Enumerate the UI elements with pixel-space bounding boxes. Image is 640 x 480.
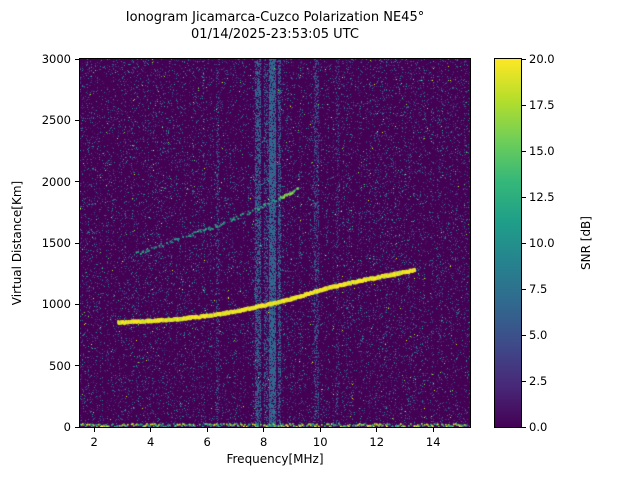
colorbar-tick-mark [522, 288, 526, 290]
y-tick-mark [75, 181, 79, 183]
y-tick-label: 2000 [41, 174, 71, 189]
y-tick-mark [75, 303, 79, 305]
x-tick-mark [319, 428, 321, 432]
colorbar-tick-label: 2.5 [529, 374, 548, 388]
colorbar-tick-mark [522, 104, 526, 106]
y-tick-label: 3000 [41, 52, 71, 66]
y-tick-mark [75, 365, 79, 367]
x-tick-label: 10 [312, 435, 328, 449]
colorbar-tick-mark [522, 58, 526, 60]
y-tick-label: 500 [49, 358, 71, 373]
y-tick-label: 0 [63, 420, 71, 434]
x-tick-mark [263, 428, 265, 432]
chart-title-line1: Ionogram Jicamarca-Cuzco Polarization NE… [125, 10, 425, 25]
y-tick-mark [75, 58, 79, 60]
x-tick-mark [93, 428, 95, 432]
x-tick-label: 14 [425, 435, 441, 449]
x-axis-label: Frequency[MHz] [226, 452, 324, 466]
y-tick-mark [75, 119, 79, 121]
x-tick-label: 2 [90, 435, 98, 449]
x-tick-label: 4 [146, 435, 155, 449]
x-tick-mark [150, 428, 152, 432]
x-tick-mark [206, 428, 208, 432]
y-axis-label: Virtual Distance[Km] [10, 180, 24, 306]
ionogram-heatmap-canvas [80, 59, 470, 427]
colorbar-tick-label: 15.0 [529, 144, 555, 158]
colorbar-tick-label: 0.0 [529, 420, 548, 434]
y-tick-mark [75, 242, 79, 244]
x-tick-label: 8 [260, 435, 268, 449]
colorbar-tick-mark [522, 196, 526, 198]
x-tick-mark [376, 428, 378, 432]
colorbar-tick-mark [522, 334, 526, 336]
colorbar-gradient [494, 58, 522, 428]
x-tick-label: 6 [203, 435, 211, 449]
x-tick-label: 12 [369, 435, 385, 449]
y-tick-label: 1000 [41, 297, 71, 312]
colorbar-tick-label: 5.0 [529, 328, 548, 342]
colorbar-tick-mark [522, 380, 526, 382]
y-tick-label: 2500 [41, 113, 71, 128]
colorbar-tick-mark [522, 242, 526, 244]
y-tick-label: 1500 [41, 236, 71, 250]
x-tick-mark [432, 428, 434, 432]
colorbar-tick-mark [522, 426, 526, 428]
colorbar-tick-label: 10.0 [529, 236, 555, 250]
colorbar-tick-label: 20.0 [529, 52, 555, 66]
colorbar-tick-mark [522, 150, 526, 152]
chart-title-line2: 01/14/2025-23:53:05 UTC [191, 27, 359, 42]
colorbar-tick-label: 12.5 [529, 190, 555, 204]
chart-title: Ionogram Jicamarca-Cuzco Polarization NE… [80, 9, 470, 43]
y-tick-mark [75, 426, 79, 428]
colorbar-tick-label: 17.5 [529, 98, 555, 112]
colorbar-tick-label: 7.5 [529, 282, 548, 296]
colorbar-label: SNR [dB] [579, 216, 593, 270]
